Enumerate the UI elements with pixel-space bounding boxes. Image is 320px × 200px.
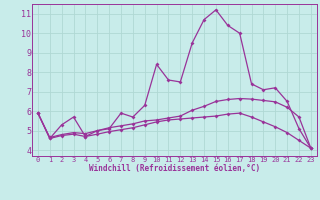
X-axis label: Windchill (Refroidissement éolien,°C): Windchill (Refroidissement éolien,°C) [89,164,260,173]
